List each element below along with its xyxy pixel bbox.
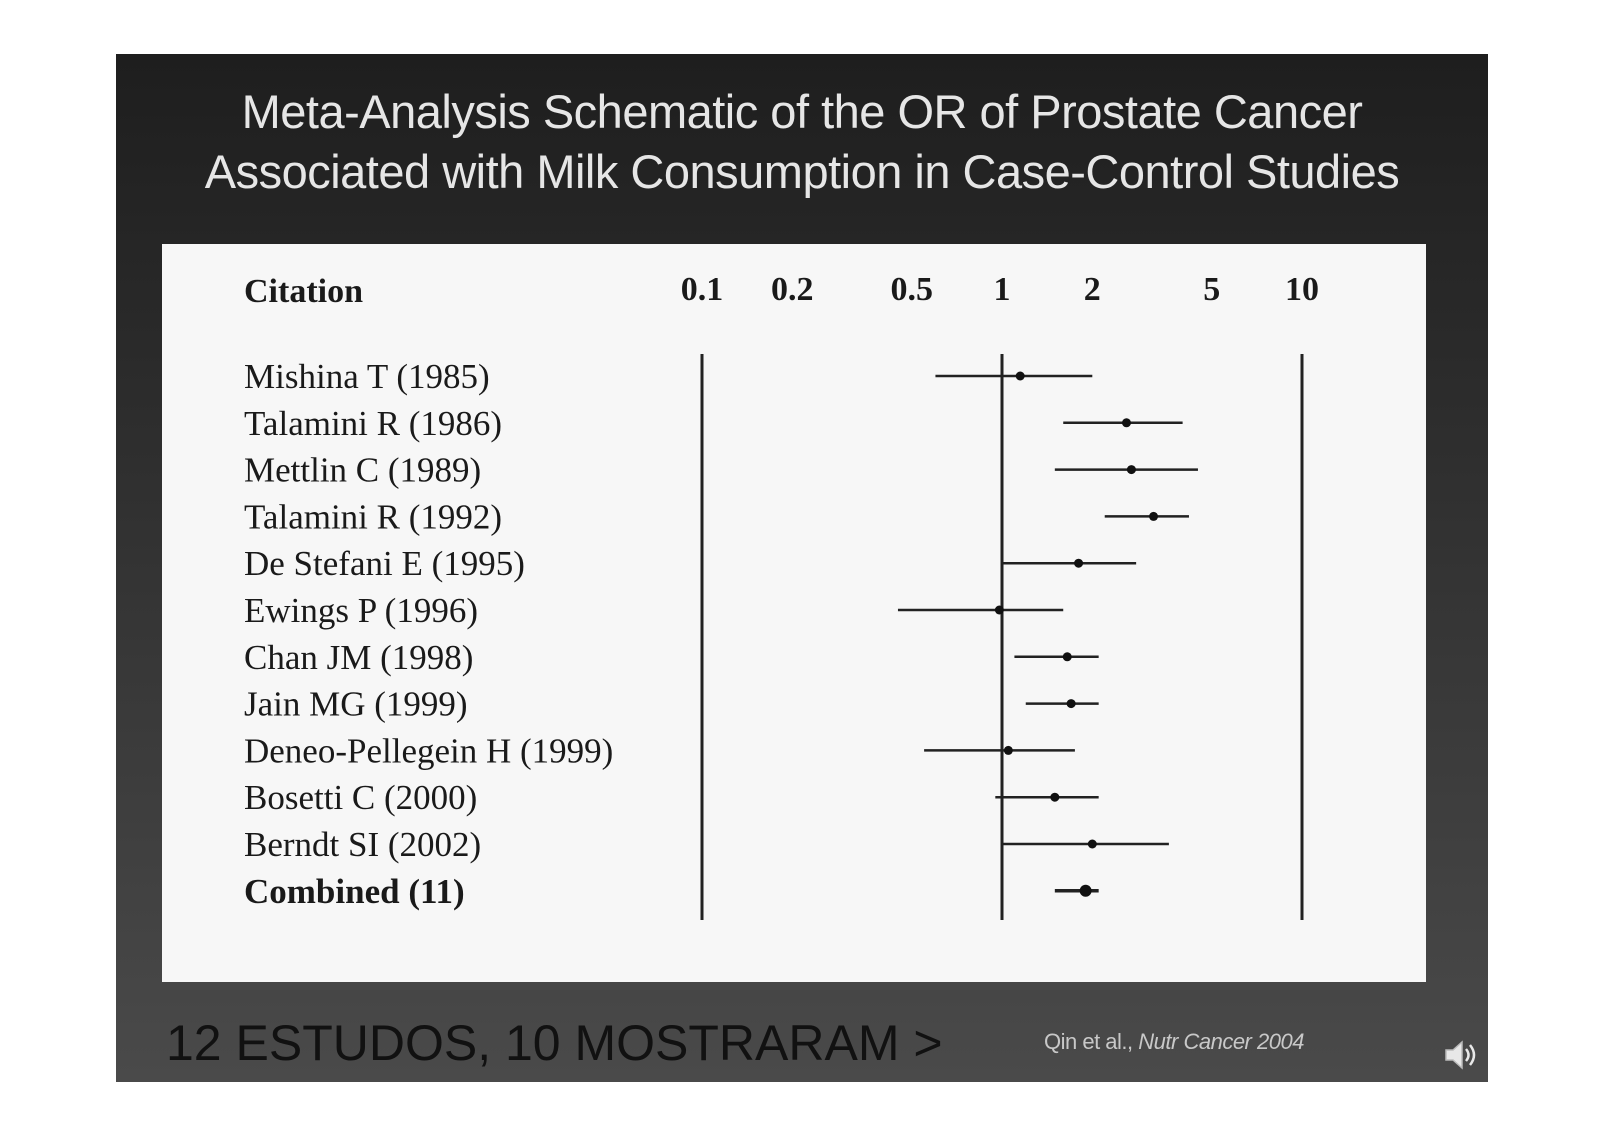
point-estimate — [1079, 884, 1092, 897]
point-estimate — [1015, 371, 1025, 381]
slide-title: Meta-Analysis Schematic of the OR of Pro… — [116, 82, 1488, 202]
study-label: Talamini R (1992) — [244, 497, 502, 536]
point-estimate — [1066, 699, 1076, 709]
column-header-citation: Citation — [244, 273, 363, 310]
point-estimate — [994, 605, 1004, 615]
point-estimate — [1003, 745, 1013, 755]
point-estimate — [1087, 839, 1097, 849]
tick-label: 0.1 — [681, 271, 724, 308]
source-authors: Qin et al., — [1044, 1029, 1133, 1054]
slide: Meta-Analysis Schematic of the OR of Pro… — [116, 54, 1488, 1082]
tick-label: 0.2 — [771, 271, 814, 308]
speaker-icon[interactable] — [1442, 1036, 1480, 1074]
study-label: Ewings P (1996) — [244, 591, 478, 630]
study-label: Talamini R (1986) — [244, 404, 502, 443]
study-label: Chan JM (1998) — [244, 638, 473, 677]
point-estimate — [1121, 418, 1131, 428]
tick-label: 5 — [1203, 271, 1220, 308]
point-estimate — [1126, 465, 1136, 475]
slide-caption: 12 ESTUDOS, 10 MOSTRARAM > — [166, 1015, 943, 1071]
tick-label: 2 — [1084, 271, 1101, 308]
point-estimate — [1050, 792, 1060, 802]
study-label: Deneo-Pellegein H (1999) — [244, 731, 613, 770]
point-estimate — [1074, 558, 1084, 568]
study-label: Mettlin C (1989) — [244, 451, 481, 490]
source-journal: Nutr Cancer 2004 — [1138, 1029, 1304, 1054]
tick-label: 0.5 — [890, 271, 933, 308]
forest-plot: Citation 0.1 0.2 0.5 1 2 5 10 Mishina T (1985) Ta… — [244, 271, 1319, 920]
title-line-1: Meta-Analysis Schematic of the OR of Pro… — [241, 85, 1363, 138]
point-estimate — [1062, 652, 1072, 662]
forest-plot-panel: Citation 0.1 0.2 0.5 1 2 5 10 Mishina T (1985) Ta… — [162, 244, 1426, 982]
source-citation: Qin et al., Nutr Cancer 2004 — [1044, 1029, 1304, 1055]
title-line-2: Associated with Milk Consumption in Case… — [204, 145, 1400, 198]
study-label: Mishina T (1985) — [244, 357, 490, 396]
study-label: Bosetti C (2000) — [244, 778, 477, 817]
tick-label: 10 — [1285, 271, 1319, 308]
study-label: Berndt SI (2002) — [244, 825, 481, 864]
point-estimate — [1149, 511, 1159, 521]
study-label: Jain MG (1999) — [244, 685, 468, 724]
tick-label: 1 — [994, 271, 1011, 308]
study-label: Combined (11) — [244, 872, 465, 911]
study-label: De Stefani E (1995) — [244, 544, 525, 583]
